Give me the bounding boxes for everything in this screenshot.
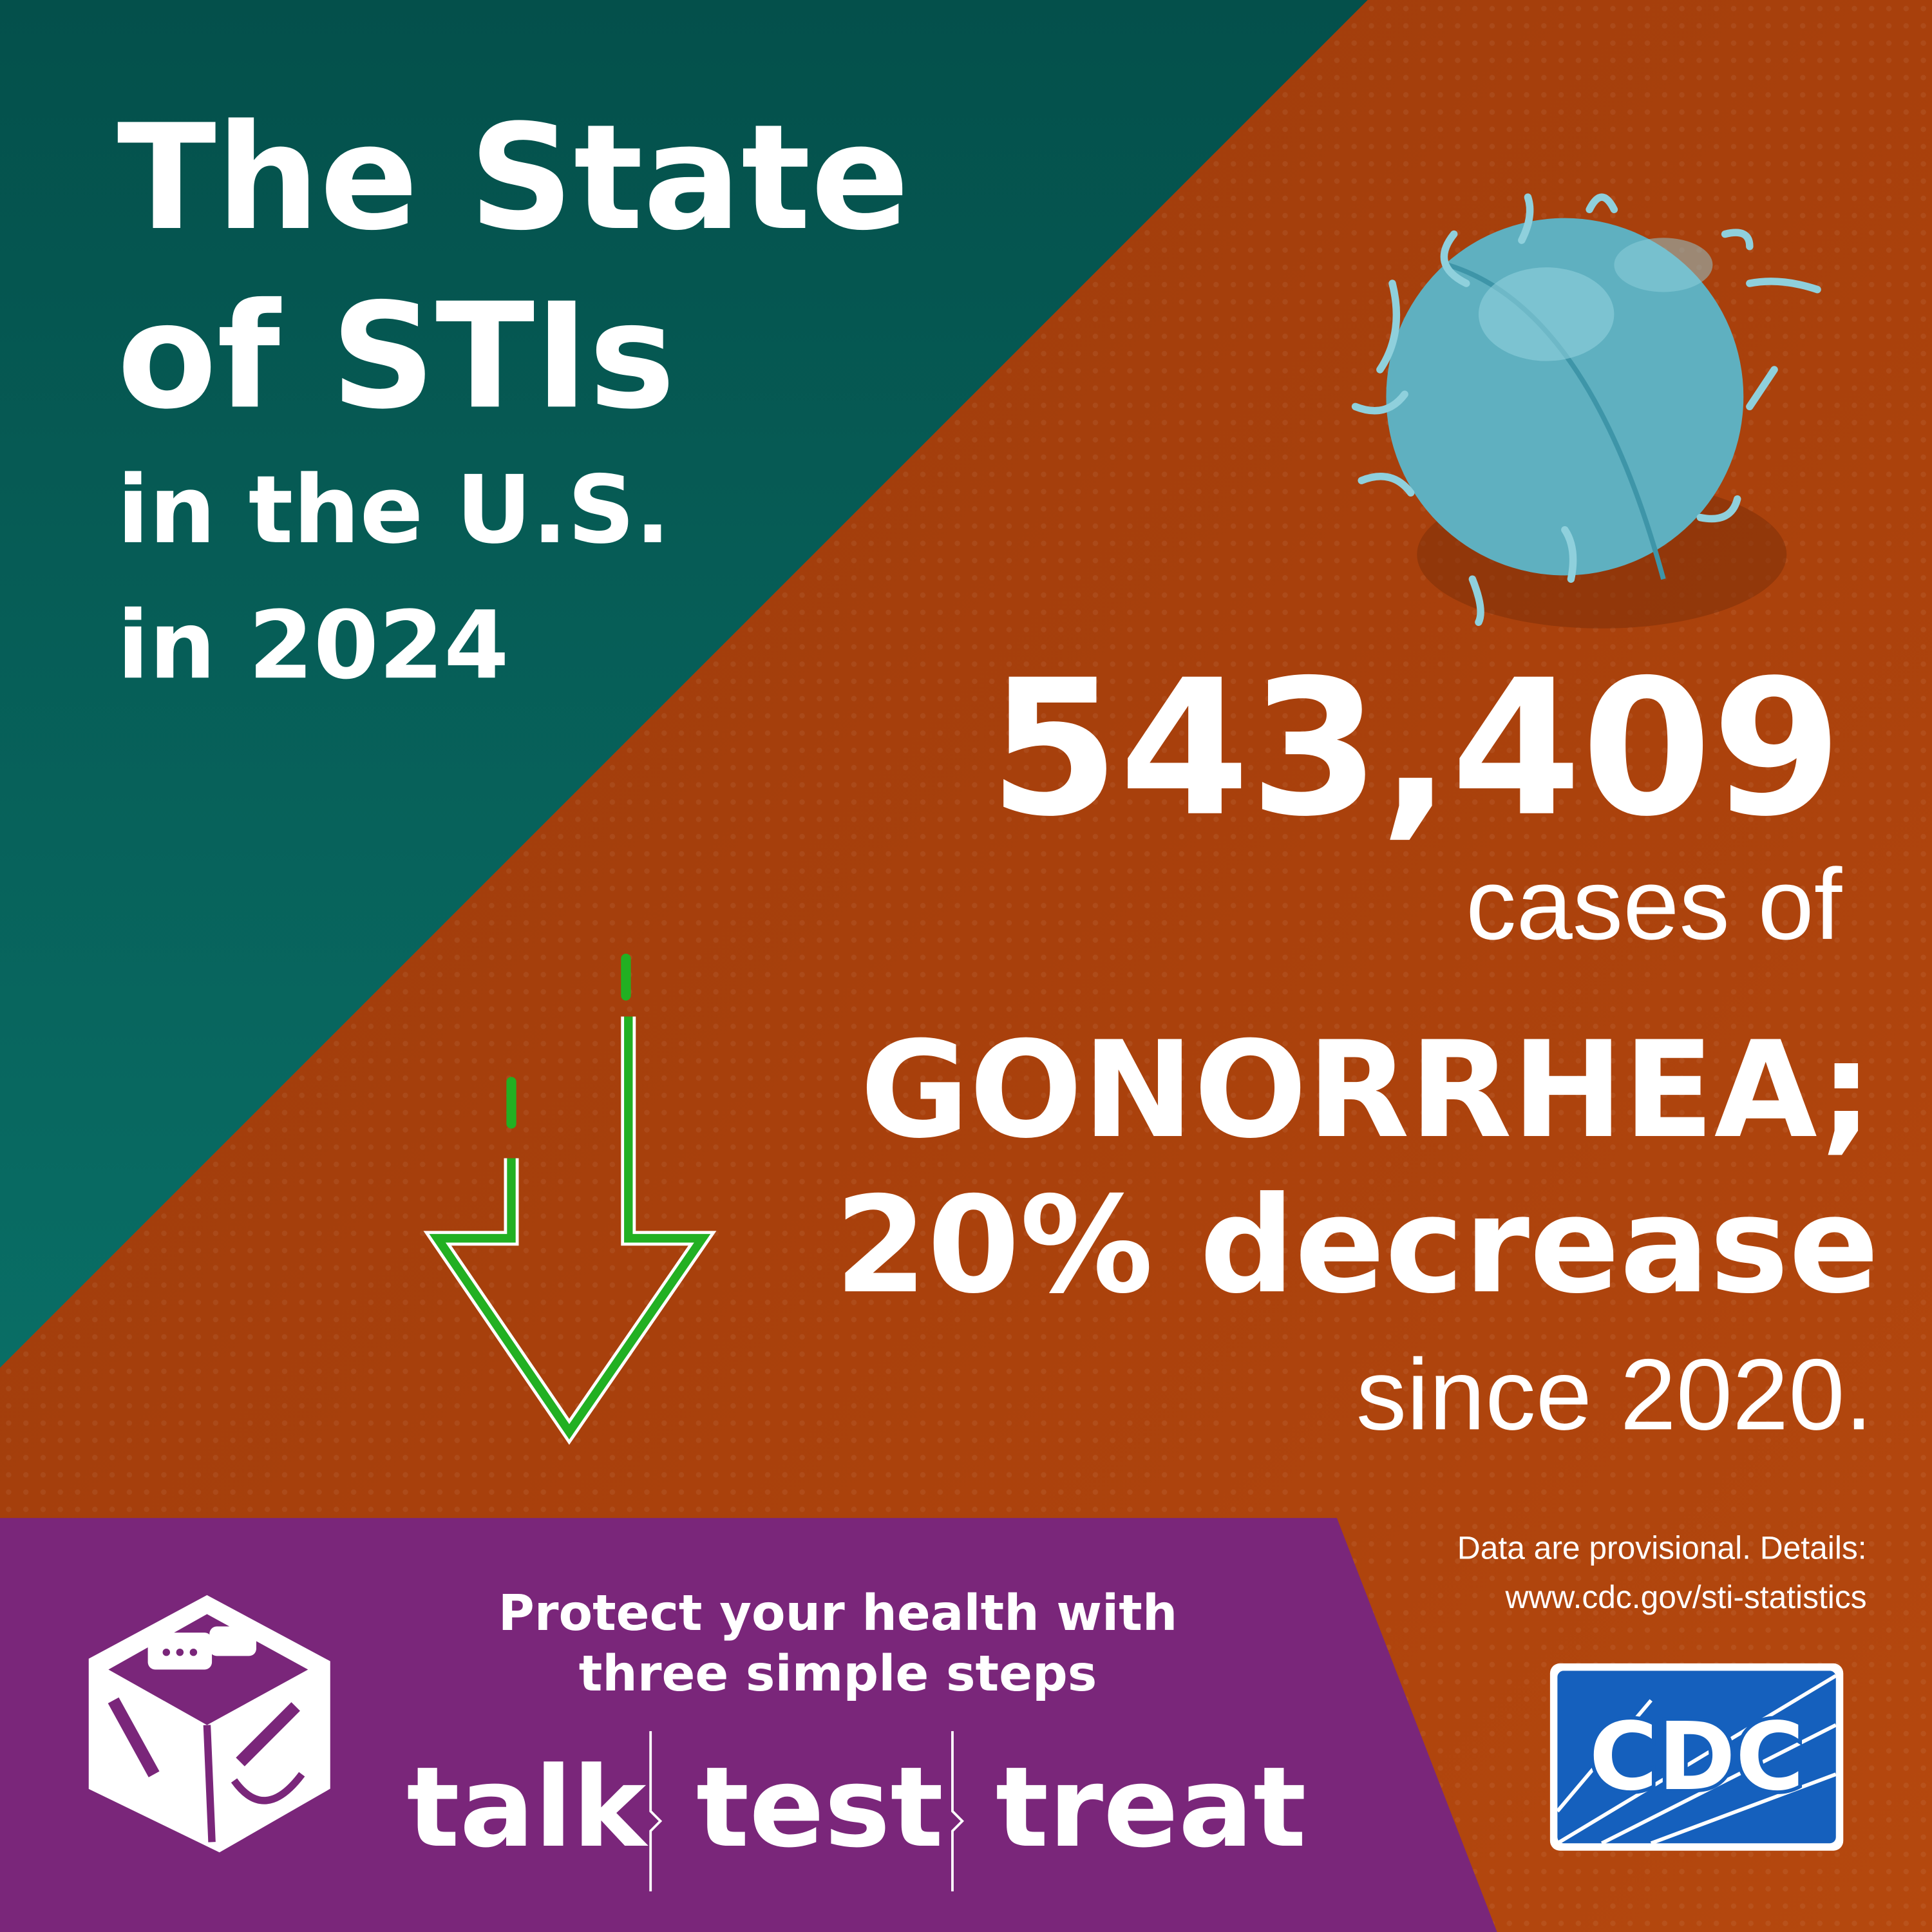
- tagline-line: Protect your health with: [498, 1585, 1178, 1642]
- change: 20% decrease: [835, 1168, 1879, 1323]
- steps-icon: [88, 1595, 330, 1853]
- steps: talk test treat: [406, 1731, 1306, 1891]
- purple-banner: [0, 1518, 1497, 1932]
- bacterium-illustration: [1351, 193, 1821, 629]
- note-line: Data are provisional. Details:: [1457, 1530, 1867, 1566]
- title-line: The State: [117, 93, 909, 263]
- tagline-line: three simple steps: [579, 1645, 1097, 1703]
- data-note: Data are provisional. Details: www.cdc.g…: [1457, 1530, 1867, 1615]
- step: test: [696, 1743, 943, 1872]
- logo-text: CDC: [1589, 1703, 1804, 1812]
- title-line: of STIs: [117, 272, 676, 441]
- title: The State of STIs in the U.S. in 2024: [117, 93, 909, 700]
- statistic: 543,409 cases of GONORRHEA; 20% decrease…: [835, 639, 1879, 1452]
- step: treat: [996, 1743, 1307, 1872]
- cdc-logo: CDC: [1549, 1663, 1844, 1851]
- stat-lead: cases of: [1466, 848, 1842, 961]
- title-line: in 2024: [117, 591, 509, 700]
- title-line: in the U.S.: [117, 456, 670, 565]
- step-separator: [649, 1731, 663, 1891]
- disease-name: GONORRHEA;: [860, 1012, 1873, 1168]
- tagline: Protect your health with three simple st…: [498, 1585, 1178, 1703]
- down-arrow: [423, 953, 717, 1445]
- step: talk: [406, 1743, 649, 1872]
- since: since 2020.: [1356, 1338, 1873, 1451]
- step-separator: [951, 1731, 964, 1891]
- note-line: www.cdc.gov/sti-statistics: [1505, 1579, 1867, 1615]
- case-count: 543,409: [989, 639, 1842, 858]
